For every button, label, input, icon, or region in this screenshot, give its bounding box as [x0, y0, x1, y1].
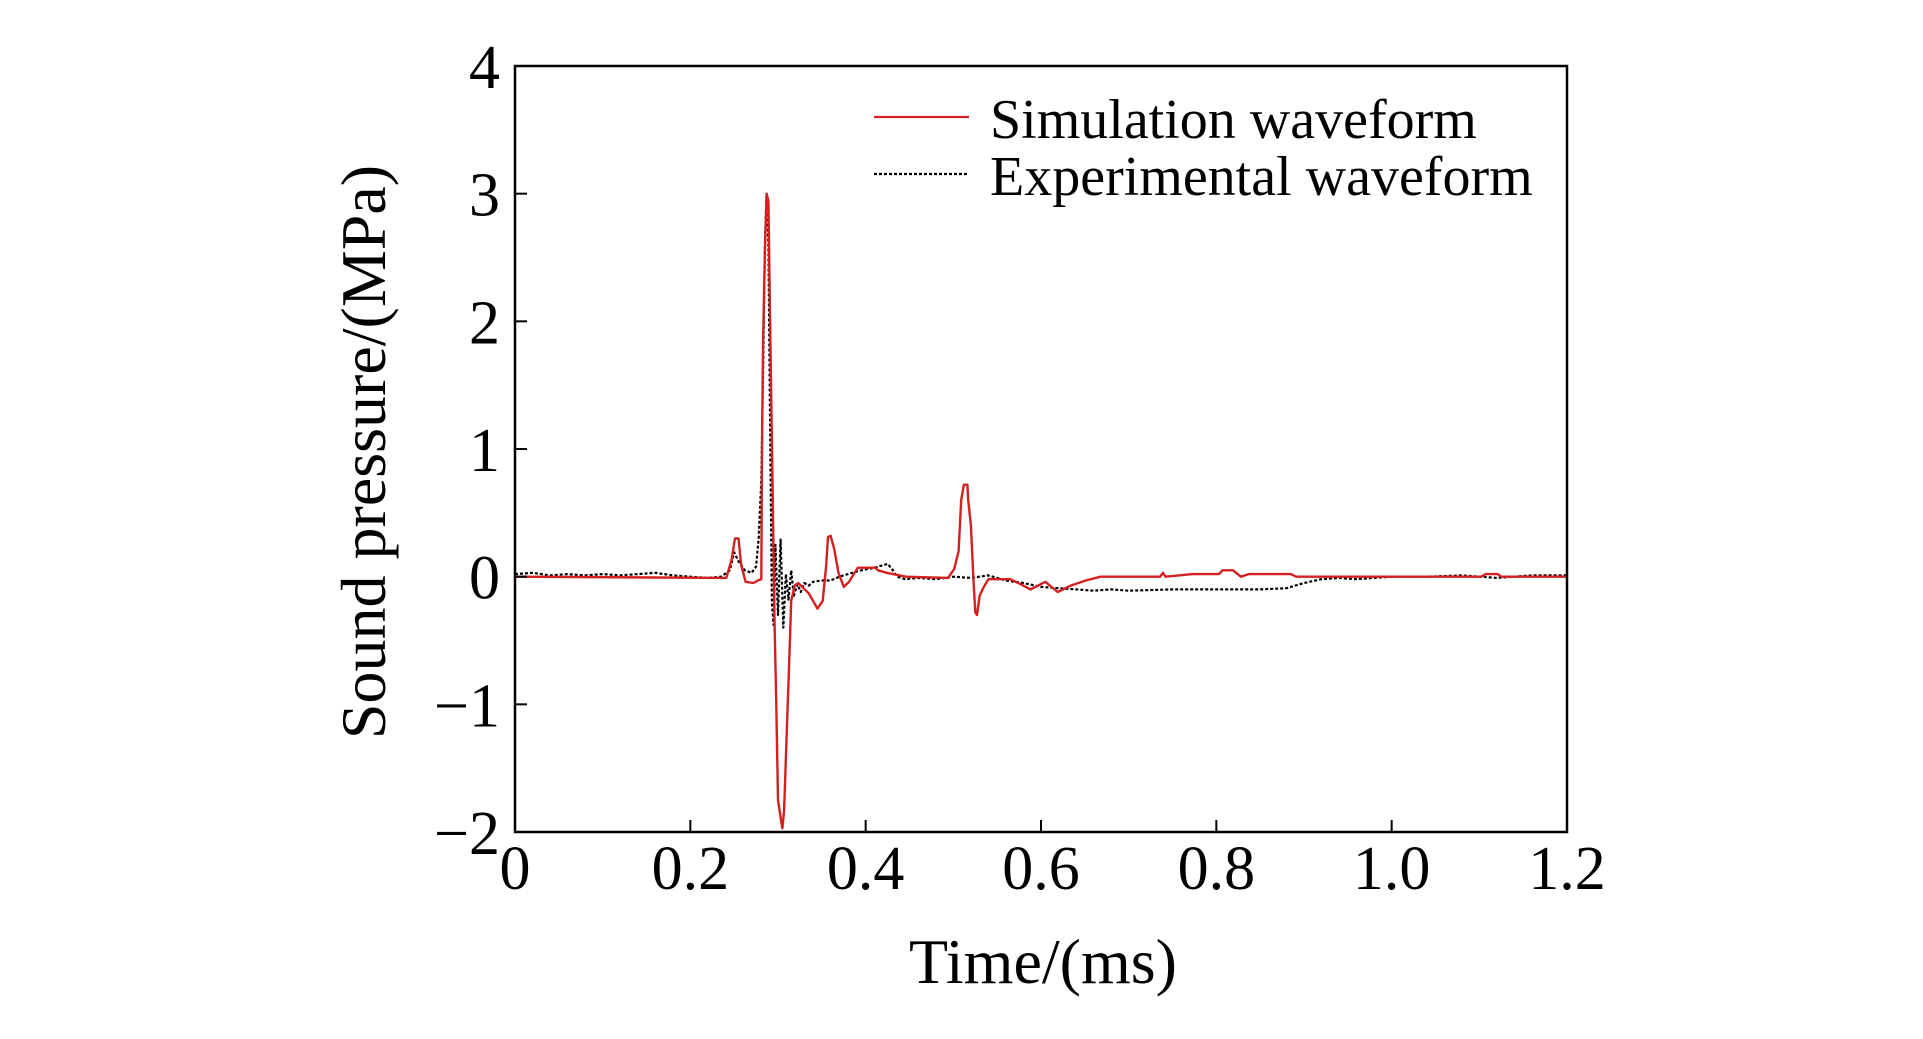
x-tick-label: 0.4: [827, 835, 905, 903]
x-tick-label: 0.2: [652, 835, 730, 903]
y-tick-label: 0: [469, 545, 500, 613]
axes-layer: 0 0.2 0.4 0.6 0.8 1.0 1.2 −2 −1 0 1 2 3 4: [434, 34, 1606, 903]
x-tick-label: 0.6: [1002, 835, 1080, 903]
x-tick-label: 0: [500, 835, 531, 903]
series-layer: [515, 192, 1567, 830]
x-tick-label: 1.2: [1528, 835, 1606, 903]
series-line-experimental-waveform: [515, 192, 1567, 629]
series-line-simulation-waveform: [515, 192, 1567, 830]
y-tick-label: −2: [434, 800, 500, 868]
x-tick-label: 0.8: [1178, 835, 1256, 903]
x-tick-label: 1.0: [1353, 835, 1431, 903]
x-axis-title: Time/(ms): [909, 926, 1177, 997]
legend-label: Simulation waveform: [990, 89, 1477, 151]
y-tick-label: 4: [469, 34, 500, 102]
y-axis-title: Sound pressure/(MPa): [328, 165, 399, 739]
y-tick-label: 1: [469, 417, 500, 485]
y-tick-label: 3: [469, 162, 500, 230]
y-tick-label: −1: [434, 672, 500, 740]
legend-label: Experimental waveform: [990, 146, 1533, 208]
y-tick-label: 2: [469, 289, 500, 357]
